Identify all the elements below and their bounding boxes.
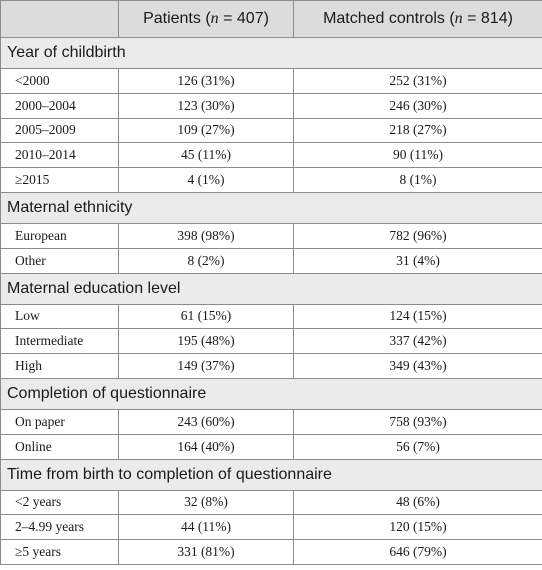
table-row: Other 8 (2%) 31 (4%) (0, 247, 542, 274)
patients-value: 8 (2%) (118, 247, 294, 274)
row-label: <2000 (0, 68, 119, 94)
controls-value: 90 (11%) (293, 142, 542, 169)
controls-value: 782 (96%) (293, 222, 542, 249)
table-row: 2000–2004 123 (30%) 246 (30%) (0, 92, 542, 119)
patients-value: 243 (60%) (118, 408, 294, 435)
controls-value: 120 (15%) (293, 514, 542, 541)
controls-value: 646 (79%) (293, 539, 542, 565)
patients-value: 123 (30%) (118, 92, 294, 119)
section-row: Maternal ethnicity (0, 191, 542, 224)
row-label: <2 years (0, 489, 119, 516)
table-row: ≥2015 4 (1%) 8 (1%) (0, 167, 542, 193)
section-title: Maternal ethnicity (0, 191, 542, 224)
row-label: 2–4.99 years (0, 514, 119, 541)
patients-value: 149 (37%) (118, 353, 294, 379)
table-body: Year of childbirth <2000 126 (31%) 252 (31%… (0, 37, 542, 565)
section-row: Year of childbirth (0, 37, 542, 69)
header-controls-suffix: = 814) (462, 10, 513, 27)
table-row: High 149 (37%) 349 (43%) (0, 353, 542, 379)
section-row: Maternal education level (0, 272, 542, 305)
patients-value: 126 (31%) (118, 68, 294, 94)
table-row: 2005–2009 109 (27%) 218 (27%) (0, 117, 542, 144)
patients-value: 109 (27%) (118, 117, 294, 144)
row-label: ≥5 years (0, 539, 119, 565)
controls-value: 31 (4%) (293, 247, 542, 274)
controls-value: 124 (15%) (293, 303, 542, 330)
controls-value: 48 (6%) (293, 489, 542, 516)
row-label: Low (0, 303, 119, 330)
table-row: <2000 126 (31%) 252 (31%) (0, 68, 542, 94)
patients-value: 45 (11%) (118, 142, 294, 169)
table-row: Low 61 (15%) 124 (15%) (0, 303, 542, 330)
patients-value: 32 (8%) (118, 489, 294, 516)
table-row: 2–4.99 years 44 (11%) 120 (15%) (0, 514, 542, 541)
section-row: Completion of questionnaire (0, 377, 542, 410)
row-label: ≥2015 (0, 167, 119, 193)
patients-value: 398 (98%) (118, 222, 294, 249)
row-label: High (0, 353, 119, 379)
section-title: Year of childbirth (0, 37, 542, 69)
controls-value: 218 (27%) (293, 117, 542, 144)
header-controls-var: n (454, 10, 463, 27)
patients-value: 164 (40%) (118, 433, 294, 460)
patients-value: 195 (48%) (118, 328, 294, 355)
header-patients-suffix: = 407) (218, 10, 269, 27)
table-row: ≥5 years 331 (81%) 646 (79%) (0, 539, 542, 565)
header-controls-prefix: Matched controls ( (323, 10, 455, 27)
controls-value: 349 (43%) (293, 353, 542, 379)
header-controls: Matched controls (n = 814) (293, 0, 542, 38)
section-row: Time from birth to completion of questio… (0, 458, 542, 491)
patients-value: 331 (81%) (118, 539, 294, 565)
row-label: Intermediate (0, 328, 119, 355)
row-label: 2010–2014 (0, 142, 119, 169)
section-title: Maternal education level (0, 272, 542, 305)
patients-value: 44 (11%) (118, 514, 294, 541)
patients-value: 61 (15%) (118, 303, 294, 330)
row-label: 2000–2004 (0, 92, 119, 119)
table-row: European 398 (98%) 782 (96%) (0, 222, 542, 249)
controls-value: 337 (42%) (293, 328, 542, 355)
section-title: Time from birth to completion of questio… (0, 458, 542, 491)
row-label: Online (0, 433, 119, 460)
controls-value: 758 (93%) (293, 408, 542, 435)
controls-value: 252 (31%) (293, 68, 542, 94)
table-row: Intermediate 195 (48%) 337 (42%) (0, 328, 542, 355)
section-title: Completion of questionnaire (0, 377, 542, 410)
row-label: 2005–2009 (0, 117, 119, 144)
patients-value: 4 (1%) (118, 167, 294, 193)
table-row: Online 164 (40%) 56 (7%) (0, 433, 542, 460)
table-row: 2010–2014 45 (11%) 90 (11%) (0, 142, 542, 169)
header-patients: Patients (n = 407) (118, 0, 294, 38)
header-patients-prefix: Patients ( (143, 10, 211, 27)
controls-value: 8 (1%) (293, 167, 542, 193)
row-label: European (0, 222, 119, 249)
table-row: <2 years 32 (8%) 48 (6%) (0, 489, 542, 516)
controls-value: 246 (30%) (293, 92, 542, 119)
header-patients-var: n (210, 10, 219, 27)
table-row: On paper 243 (60%) 758 (93%) (0, 408, 542, 435)
row-label: Other (0, 247, 119, 274)
header-row: Patients (n = 407) Matched controls (n =… (0, 0, 542, 38)
controls-value: 56 (7%) (293, 433, 542, 460)
header-blank-cell (0, 0, 119, 38)
row-label: On paper (0, 408, 119, 435)
